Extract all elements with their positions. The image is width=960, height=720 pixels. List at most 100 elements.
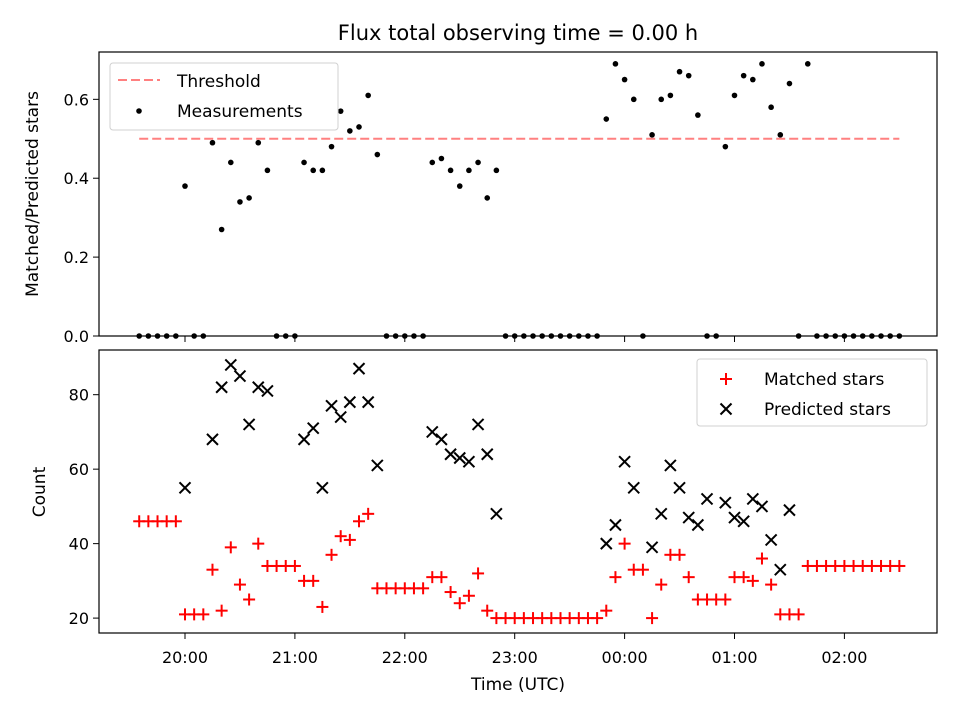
y-tick-label: 60 (69, 460, 89, 479)
matched-star-point (893, 559, 906, 572)
top-marks-layer (136, 61, 903, 339)
bottom-y-ticks: 20 40 60 80 (69, 386, 99, 628)
predicted-star-point (242, 418, 256, 431)
x-tick-label: 01:00 (711, 648, 757, 667)
top-y-axis-label: Matched/Predicted stars (23, 91, 43, 297)
predicted-star-point (426, 425, 439, 439)
predicted-star-point (618, 455, 631, 468)
matched-star-point (444, 586, 457, 599)
measurement-point (722, 143, 729, 150)
predicted-star-point (719, 496, 732, 509)
predicted-star-point (334, 410, 347, 424)
predicted-star-point (481, 448, 494, 461)
measurement-point (347, 128, 353, 134)
measurement-point (365, 92, 371, 99)
matched-star-point (646, 612, 659, 625)
legend-threshold-label: Threshold (176, 72, 261, 92)
x-tick-label: 22:00 (382, 648, 428, 667)
legend-matched-swatch (720, 373, 732, 385)
measurement-point (676, 68, 683, 75)
bottom-marks-layer (133, 358, 906, 625)
predicted-star-point (728, 511, 741, 524)
measurement-point (759, 61, 765, 67)
x-tick-label: 23:00 (492, 648, 538, 667)
matched-star-point (755, 552, 768, 565)
x-axis-label: Time (UTC) (470, 675, 565, 695)
matched-star-point (233, 578, 246, 591)
matched-star-point (224, 541, 237, 554)
predicted-star-point (490, 507, 503, 521)
matched-star-point (792, 608, 805, 621)
predicted-star-point (352, 362, 366, 375)
measurement-point (310, 167, 317, 174)
measurement-point (621, 76, 628, 83)
matched-star-point (600, 604, 613, 617)
measurement-point (182, 183, 188, 189)
matched-star-point (316, 600, 329, 613)
y-tick-label: 0.4 (64, 169, 89, 188)
predicted-star-point (444, 448, 457, 461)
y-tick-label: 0.6 (64, 90, 89, 109)
matched-star-point (252, 537, 265, 550)
top-legend: Threshold Measurements (109, 62, 339, 131)
x-tick-label: 21:00 (272, 648, 318, 667)
measurement-point (493, 167, 500, 174)
measurement-point (255, 139, 262, 146)
matched-star-point (353, 515, 366, 528)
measurement-point (447, 167, 454, 174)
predicted-star-point (764, 533, 778, 547)
measurement-point (612, 61, 619, 67)
measurement-point (438, 155, 445, 162)
top-x-ticks (184, 336, 845, 342)
measurement-point (218, 226, 225, 233)
predicted-star-point (297, 433, 311, 446)
matched-star-point (682, 571, 695, 584)
predicted-star-point (453, 451, 466, 465)
measurement-point (484, 195, 491, 201)
predicted-star-point (700, 492, 714, 506)
predicted-star-point (252, 381, 265, 394)
matched-star-point (206, 563, 219, 576)
matched-star-point (609, 571, 622, 584)
predicted-star-point (261, 384, 274, 398)
measurement-point (667, 92, 674, 99)
measurement-point (731, 92, 738, 99)
matched-star-point (481, 604, 494, 617)
measurement-point (695, 112, 701, 118)
x-tick-label: 02:00 (821, 648, 867, 667)
x-tick-label: 00:00 (602, 648, 648, 667)
bottom-y-axis-label: Count (30, 466, 50, 517)
predicted-star-point (215, 381, 228, 394)
measurement-point (209, 139, 216, 146)
matched-star-point (362, 507, 375, 520)
predicted-star-point (655, 507, 668, 521)
x-tick-label: 20:00 (162, 648, 208, 667)
predicted-star-point (361, 395, 375, 409)
bottom-axes-frame (98, 349, 938, 634)
matched-star-point (655, 578, 668, 591)
matched-star-point (719, 593, 732, 606)
predicted-star-point (682, 511, 695, 524)
measurement-point (475, 159, 481, 166)
measurement-point (685, 72, 692, 79)
measurement-point (768, 104, 774, 111)
matched-star-point (325, 548, 338, 561)
measurement-point (777, 132, 784, 138)
matched-star-point (618, 537, 631, 550)
predicted-star-point (371, 459, 384, 472)
matched-star-point (215, 604, 228, 617)
predicted-star-point (783, 503, 796, 517)
measurement-point (649, 132, 655, 138)
predicted-star-point (178, 481, 192, 494)
matched-star-point (343, 533, 356, 546)
matched-star-point (746, 574, 759, 587)
measurement-point (429, 159, 436, 166)
predicted-star-point (600, 537, 613, 550)
legend-measurements-swatch (136, 108, 142, 114)
predicted-star-point (645, 541, 659, 554)
y-tick-label: 0.0 (64, 327, 89, 346)
measurement-point (374, 151, 381, 158)
matched-star-point (737, 571, 750, 584)
predicted-star-point (206, 433, 219, 446)
